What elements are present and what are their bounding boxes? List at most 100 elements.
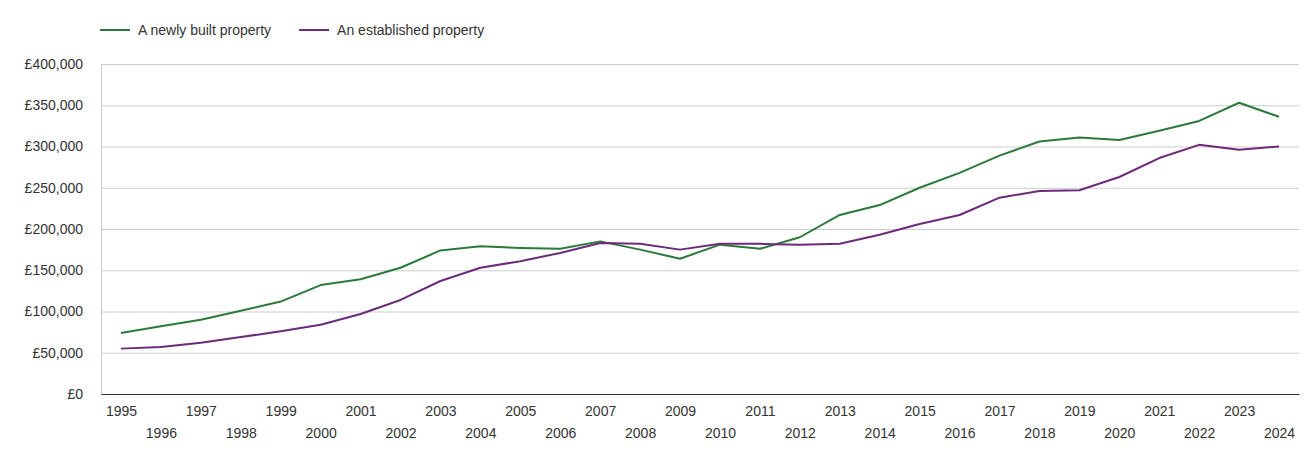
x-tick: 2012 <box>785 394 816 441</box>
x-tick: 2010 <box>705 394 736 441</box>
x-tick-label: 2019 <box>1064 403 1095 419</box>
x-axis-line <box>102 394 1300 395</box>
x-tick-label: 2005 <box>505 403 536 419</box>
y-tick: £0 <box>67 386 1299 402</box>
y-tick-label: £150,000 <box>25 262 84 278</box>
x-tick: 1997 <box>186 394 217 419</box>
x-tick: 2022 <box>1184 394 1215 441</box>
grid-line <box>101 353 1299 354</box>
y-tick-label: £0 <box>67 386 83 402</box>
x-tick: 2008 <box>625 394 656 441</box>
x-tick-label: 2002 <box>385 425 416 441</box>
legend-label: An established property <box>337 22 484 38</box>
lines <box>121 103 1279 349</box>
legend-item: A newly built property <box>100 22 271 38</box>
x-tick: 2015 <box>905 394 936 419</box>
y-tick-label: £350,000 <box>25 97 84 113</box>
x-tick: 2004 <box>465 394 496 441</box>
x-tick: 2013 <box>825 394 856 419</box>
x-tick: 2009 <box>665 394 696 419</box>
y-tick: £300,000 <box>25 138 1299 154</box>
grid-line <box>101 147 1299 148</box>
x-tick: 2003 <box>425 394 456 419</box>
y-tick-label: £100,000 <box>25 303 84 319</box>
x-tick: 2000 <box>306 394 337 441</box>
x-tick-label: 2007 <box>585 403 616 419</box>
x-tick: 2021 <box>1144 394 1175 419</box>
x-tick-label: 2011 <box>745 403 775 419</box>
y-tick: £200,000 <box>25 221 1299 237</box>
grid-line <box>101 105 1299 106</box>
x-tick: 1999 <box>266 394 297 419</box>
x-tick: 2024 <box>1264 394 1295 441</box>
x-tick: 2020 <box>1104 394 1135 441</box>
x-axis: 1995 1996 1997 1998 1999 2000 2001 2002 2003 2004… <box>102 394 1300 441</box>
x-tick-label: 1998 <box>226 425 257 441</box>
x-tick-label: 2022 <box>1184 425 1215 441</box>
x-tick: 2011 <box>745 394 775 419</box>
y-tick: £350,000 <box>25 97 1299 113</box>
grid-line <box>101 188 1299 189</box>
legend-swatch <box>100 29 130 31</box>
y-tick-label: £300,000 <box>25 138 84 154</box>
x-tick-label: 1999 <box>266 403 297 419</box>
x-tick-label: 1997 <box>186 403 217 419</box>
legend-swatch <box>299 29 329 31</box>
legend-item: An established property <box>299 22 484 38</box>
x-tick: 2007 <box>585 394 616 419</box>
x-tick-label: 2014 <box>865 425 896 441</box>
plot: £0 £50,000 £100,000 £150,000 £200,000 £250,00… <box>25 56 1300 441</box>
x-tick: 1998 <box>226 394 257 441</box>
x-tick: 2018 <box>1024 394 1055 441</box>
grid-line <box>101 270 1299 271</box>
x-tick-label: 2015 <box>905 403 936 419</box>
x-tick-label: 2021 <box>1144 403 1175 419</box>
y-tick: £400,000 <box>25 56 1299 72</box>
x-tick-label: 2001 <box>345 403 376 419</box>
x-tick-label: 2023 <box>1224 403 1255 419</box>
legend: A newly built property An established pro… <box>100 22 484 38</box>
x-tick: 2005 <box>505 394 536 419</box>
x-tick-label: 2004 <box>465 425 496 441</box>
x-tick-label: 2010 <box>705 425 736 441</box>
x-tick-label: 2009 <box>665 403 696 419</box>
x-tick-label: 1995 <box>106 403 137 419</box>
x-tick: 2006 <box>545 394 576 441</box>
y-tick-label: £250,000 <box>25 180 84 196</box>
series-line <box>121 103 1279 333</box>
x-tick: 2001 <box>345 394 376 419</box>
x-tick: 1996 <box>146 394 177 441</box>
y-tick-label: £200,000 <box>25 221 84 237</box>
x-tick-label: 2024 <box>1264 425 1295 441</box>
x-tick-label: 2003 <box>425 403 456 419</box>
x-tick-label: 1996 <box>146 425 177 441</box>
x-tick: 2002 <box>385 394 416 441</box>
x-tick-label: 2012 <box>785 425 816 441</box>
x-tick-label: 2018 <box>1024 425 1055 441</box>
x-tick-label: 2017 <box>984 403 1015 419</box>
x-tick: 1995 <box>106 394 137 419</box>
x-tick-label: 2016 <box>944 425 975 441</box>
y-tick-label: £400,000 <box>25 56 84 72</box>
y-tick-label: £50,000 <box>32 345 83 361</box>
x-tick: 2016 <box>944 394 975 441</box>
series-line <box>121 145 1279 349</box>
y-axis: £0 £50,000 £100,000 £150,000 £200,000 £250,00… <box>25 56 1299 402</box>
y-tick: £150,000 <box>25 262 1299 278</box>
chart: £0 £50,000 £100,000 £150,000 £200,000 £250,00… <box>0 0 1305 450</box>
x-tick: 2023 <box>1224 394 1255 419</box>
grid-line <box>101 229 1299 230</box>
x-tick-label: 2020 <box>1104 425 1135 441</box>
x-tick: 2019 <box>1064 394 1095 419</box>
x-tick-label: 2000 <box>306 425 337 441</box>
y-tick: £250,000 <box>25 180 1299 196</box>
x-tick: 2017 <box>984 394 1015 419</box>
x-tick-label: 2008 <box>625 425 656 441</box>
legend-label: A newly built property <box>138 22 271 38</box>
x-tick: 2014 <box>865 394 896 441</box>
x-tick-label: 2006 <box>545 425 576 441</box>
x-tick-label: 2013 <box>825 403 856 419</box>
y-tick: £50,000 <box>32 345 1299 361</box>
grid-line <box>101 394 1299 395</box>
grid-line <box>101 64 1299 65</box>
